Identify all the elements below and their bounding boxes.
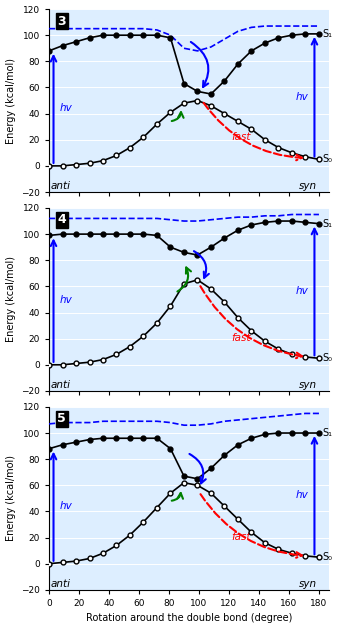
Text: fast: fast xyxy=(231,131,251,142)
Text: anti: anti xyxy=(50,579,71,589)
Text: anti: anti xyxy=(50,181,71,191)
Text: hv: hv xyxy=(296,92,309,102)
Text: 4: 4 xyxy=(57,213,66,226)
Text: fast: fast xyxy=(231,532,251,542)
Text: hv: hv xyxy=(59,501,72,511)
Text: syn: syn xyxy=(299,579,317,589)
X-axis label: Rotation around the double bond (degree): Rotation around the double bond (degree) xyxy=(86,613,292,623)
Text: syn: syn xyxy=(299,181,317,191)
Text: 3: 3 xyxy=(57,14,66,28)
Text: S₀: S₀ xyxy=(322,154,332,164)
Y-axis label: Energy (kcal/mol): Energy (kcal/mol) xyxy=(5,57,16,143)
Text: anti: anti xyxy=(50,380,71,389)
Y-axis label: Energy (kcal/mol): Energy (kcal/mol) xyxy=(5,455,16,542)
Text: S₁: S₁ xyxy=(322,428,332,438)
Text: hv: hv xyxy=(296,286,309,296)
Text: 5: 5 xyxy=(57,413,66,425)
Text: syn: syn xyxy=(299,380,317,389)
Text: S₀: S₀ xyxy=(322,353,332,364)
Text: fast: fast xyxy=(231,333,251,343)
Text: hv: hv xyxy=(59,103,72,113)
Text: S₁: S₁ xyxy=(322,29,332,39)
Text: S₁: S₁ xyxy=(322,219,332,229)
Text: S₀: S₀ xyxy=(322,552,332,562)
Text: hv: hv xyxy=(296,490,309,500)
Text: hv: hv xyxy=(59,295,72,305)
Y-axis label: Energy (kcal/mol): Energy (kcal/mol) xyxy=(5,257,16,342)
